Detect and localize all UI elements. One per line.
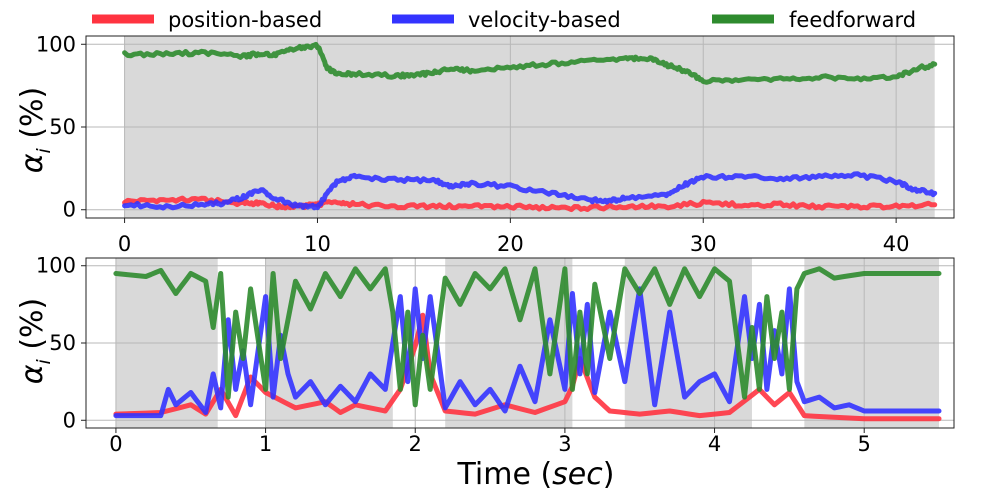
x-tick-label-4: 40	[883, 232, 910, 256]
series-feedforward	[122, 41, 938, 85]
x-tick-label-1: 10	[304, 232, 331, 256]
x-tick-label-1: 1	[259, 432, 272, 456]
top-panel: 0 10 20 30 40 0 50 100	[36, 32, 955, 256]
y-axis-label-bottom: αi (%)	[15, 298, 55, 385]
legend-label-1: velocity-based	[468, 8, 621, 32]
x-axis-label: Time (sec)	[457, 457, 615, 492]
y-tick-label-1: 50	[49, 115, 76, 139]
x-tick-label-4: 4	[708, 432, 721, 456]
x-tick-label-3: 3	[558, 432, 571, 456]
series-velocity-based	[122, 171, 938, 211]
x-tick-label-2: 20	[497, 232, 524, 256]
y-axis-label-top: αi (%)	[15, 87, 55, 174]
y-tick-label-1: 50	[49, 331, 76, 355]
x-tick-label-0: 0	[118, 232, 131, 256]
legend: position-based velocity-based feedforward	[92, 8, 916, 32]
series-position-based	[122, 195, 938, 213]
x-tick-label-3: 30	[690, 232, 717, 256]
y-tick-label-2: 100	[36, 32, 76, 56]
y-tick-label-0: 0	[63, 408, 76, 432]
x-tick-label-5: 5	[858, 432, 871, 456]
y-tick-label-2: 100	[36, 254, 76, 278]
legend-label-2: feedforward	[789, 8, 916, 32]
series-feedforward	[113, 266, 942, 408]
x-tick-label-0: 0	[109, 432, 122, 456]
legend-label-0: position-based	[168, 8, 322, 32]
y-tick-label-0: 0	[63, 198, 76, 222]
x-tick-label-2: 2	[409, 432, 422, 456]
